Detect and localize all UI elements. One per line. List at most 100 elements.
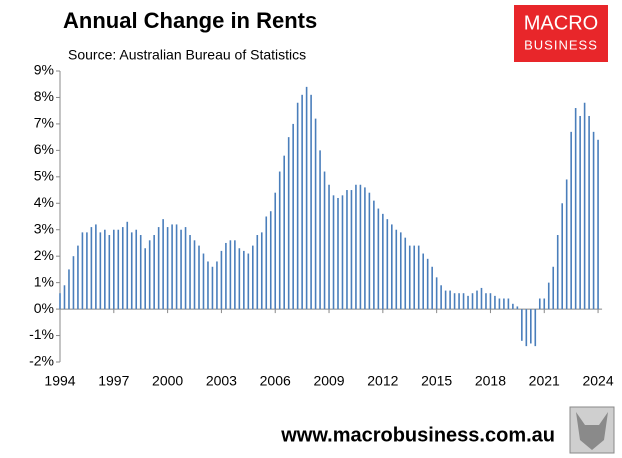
x-tick-label: 2009	[313, 373, 344, 389]
bar	[323, 171, 326, 310]
y-tick-label: -1%	[29, 326, 54, 342]
bar	[440, 285, 442, 310]
y-tick-label: -2%	[29, 353, 54, 369]
x-tick-label: 2000	[152, 373, 183, 389]
bar	[426, 258, 429, 310]
bar	[570, 131, 572, 310]
bar	[444, 290, 447, 310]
x-tick-label: 2003	[206, 373, 237, 389]
x-tick-label: 2021	[529, 373, 560, 389]
bar	[301, 94, 303, 310]
bar	[135, 229, 138, 310]
bar	[521, 309, 523, 341]
bar	[77, 245, 79, 310]
bar	[99, 232, 102, 310]
bar	[413, 245, 416, 310]
bar	[175, 224, 178, 310]
bar	[530, 309, 532, 344]
bar	[184, 227, 187, 310]
bar	[260, 232, 263, 310]
bar	[556, 235, 559, 310]
bar	[422, 253, 424, 310]
bar	[162, 219, 164, 310]
bar	[144, 248, 146, 310]
bar	[193, 240, 196, 310]
bar	[337, 197, 339, 310]
bar	[476, 290, 478, 310]
bar	[328, 184, 330, 310]
bar	[435, 277, 438, 310]
x-tick-label: 2015	[421, 373, 452, 389]
y-tick-label: 2%	[34, 247, 54, 263]
bar	[153, 235, 155, 310]
x-tick-label: 2018	[475, 373, 506, 389]
logo-text: BUSINESS	[524, 37, 598, 52]
bar	[489, 293, 492, 310]
bar	[216, 261, 218, 310]
bar	[314, 118, 317, 310]
y-tick-label: 1%	[34, 273, 54, 289]
bar	[130, 232, 133, 310]
bar	[525, 309, 528, 347]
y-tick-label: 7%	[34, 115, 54, 131]
bar	[166, 227, 169, 310]
bar	[346, 190, 348, 310]
bar	[202, 253, 205, 310]
bar	[59, 293, 61, 310]
bar	[588, 115, 590, 310]
bar	[408, 245, 411, 310]
bar	[355, 184, 357, 310]
bar	[417, 245, 420, 310]
bar	[359, 184, 362, 310]
bar	[247, 253, 250, 310]
y-tick-label: 3%	[34, 220, 54, 236]
bar	[234, 240, 236, 310]
bar	[256, 235, 259, 310]
bar	[238, 248, 241, 310]
bar	[198, 245, 200, 310]
bar	[292, 123, 294, 310]
bar	[63, 285, 66, 310]
bar	[104, 229, 106, 310]
bar	[86, 232, 88, 310]
bar	[449, 290, 451, 310]
y-tick-label: 4%	[34, 194, 54, 210]
bar	[386, 219, 389, 310]
bar	[265, 216, 268, 310]
bar	[113, 229, 115, 310]
bar	[503, 298, 505, 310]
bar	[512, 303, 514, 310]
bar	[462, 293, 465, 310]
bar	[561, 203, 563, 310]
bar	[225, 242, 227, 310]
bar	[305, 86, 308, 310]
bar	[458, 293, 460, 310]
bar	[171, 224, 173, 310]
bar	[516, 306, 519, 310]
bar	[368, 192, 371, 310]
bar	[90, 227, 93, 310]
bar	[399, 232, 402, 310]
bar	[296, 102, 299, 310]
bar	[68, 269, 70, 310]
bar	[552, 266, 555, 310]
bar	[229, 240, 232, 310]
bar	[207, 261, 209, 310]
bar	[467, 295, 469, 310]
y-tick-label: 6%	[34, 141, 54, 157]
bar	[404, 237, 407, 310]
bar	[471, 293, 474, 310]
bar	[211, 266, 214, 310]
y-tick-label: 9%	[34, 62, 54, 78]
bar	[364, 187, 366, 310]
y-tick-label: 0%	[34, 300, 54, 316]
bar	[565, 179, 568, 310]
bar	[480, 287, 483, 310]
x-tick-label: 2006	[260, 373, 291, 389]
bar	[81, 232, 84, 310]
bar	[274, 192, 277, 310]
y-tick-label: 8%	[34, 88, 54, 104]
bar	[117, 229, 120, 310]
bar	[547, 282, 550, 310]
